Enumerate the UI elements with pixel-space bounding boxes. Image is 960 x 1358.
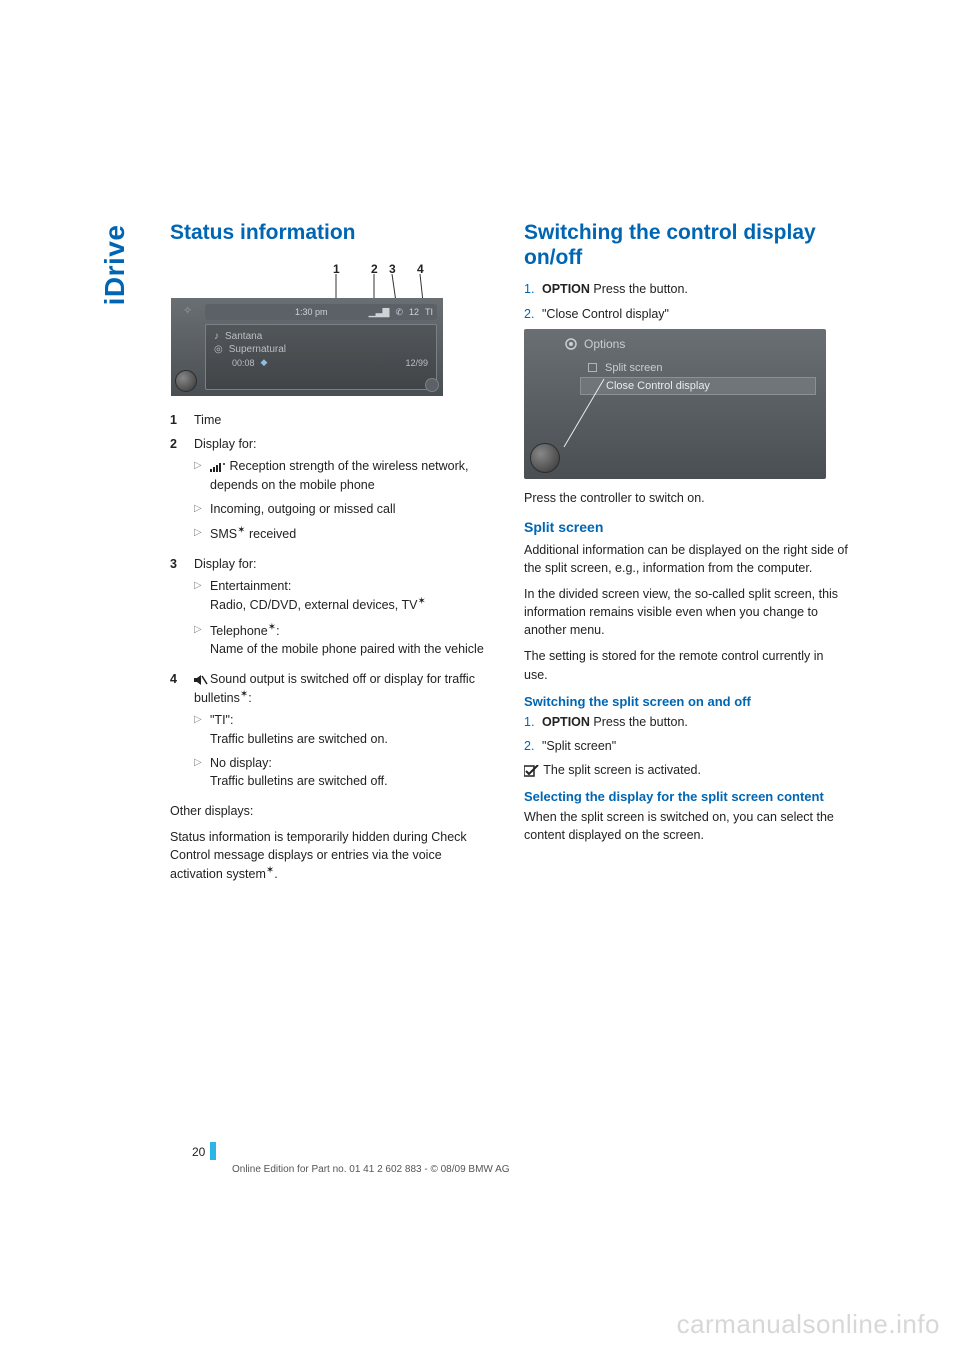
screenshot-status-bar: 1 2 3 4 ✧ 1:30 pm ▁▃▇ ✆ bbox=[170, 255, 444, 397]
edition-line: Online Edition for Part no. 01 41 2 602 … bbox=[232, 1164, 510, 1175]
sub-2c: SMS✶ received bbox=[210, 524, 496, 543]
split-p3: The setting is stored for the remote con… bbox=[524, 647, 850, 683]
other-displays-label: Other displays: bbox=[170, 802, 496, 820]
checkbox-checked-icon bbox=[524, 765, 540, 777]
status-time: 1:30 pm bbox=[295, 307, 328, 317]
watermark: carmanualsonline.info bbox=[677, 1309, 940, 1340]
after-shot-text: Press the controller to switch on. bbox=[524, 489, 850, 507]
step-text: "Close Control display" bbox=[542, 305, 669, 323]
heading-select-content: Selecting the display for the split scre… bbox=[524, 789, 850, 804]
tab-icon: ✧ bbox=[183, 304, 199, 320]
steps-split-onoff: 1.OPTION Press the button. 2."Split scre… bbox=[524, 713, 850, 755]
media-artist: Santana bbox=[225, 331, 262, 342]
media-panel: ♪Santana ◎Supernatural 00:08 ◆ 12/99 bbox=[205, 324, 437, 390]
sub-2a: Reception strength of the wireless netwo… bbox=[210, 457, 496, 493]
mute-icon bbox=[194, 674, 208, 686]
screenshot-options-menu: Options Split screen Close Control displ… bbox=[524, 329, 826, 479]
sub-2b: Incoming, outgoing or missed call bbox=[210, 500, 496, 518]
heading-switching: Switching the control display on/off bbox=[524, 220, 850, 270]
left-column: Status information 1 2 3 4 ✧ 1 bbox=[170, 220, 496, 892]
status-misc1: 12 bbox=[409, 307, 419, 317]
bullet-icon: ▷ bbox=[194, 577, 210, 614]
corner-icon bbox=[425, 378, 439, 392]
media-time: 00:08 bbox=[232, 358, 255, 368]
media-count: 12/99 bbox=[405, 358, 428, 368]
bullet-icon: ▷ bbox=[194, 621, 210, 658]
def-num-4: 4 bbox=[170, 670, 194, 796]
select-content-body: When the split screen is switched on, yo… bbox=[524, 808, 850, 844]
def-text-1: Time bbox=[194, 411, 496, 429]
bullet-icon: ▷ bbox=[194, 711, 210, 747]
split-p2: In the divided screen view, the so-calle… bbox=[524, 585, 850, 639]
leader-line bbox=[554, 377, 614, 457]
step-num: 1. bbox=[524, 280, 542, 298]
bullet-icon: ▷ bbox=[194, 457, 210, 493]
page-number-bar bbox=[210, 1142, 216, 1160]
gear-icon bbox=[564, 337, 578, 351]
steps-close-display: 1.OPTION Press the button. 2."Close Cont… bbox=[524, 280, 850, 322]
step-text: OPTION Press the button. bbox=[542, 713, 688, 731]
bullet-icon: ▷ bbox=[194, 754, 210, 790]
sub-4b: No display: Traffic bulletins are switch… bbox=[210, 754, 496, 790]
step-text: OPTION Press the button. bbox=[542, 280, 688, 298]
options-header: Options bbox=[564, 337, 625, 351]
right-column: Switching the control display on/off 1.O… bbox=[524, 220, 850, 892]
def-num-3: 3 bbox=[170, 555, 194, 664]
step-text: "Split screen" bbox=[542, 737, 616, 755]
step-num: 2. bbox=[524, 305, 542, 323]
definition-list: 1 Time 2 Display for: ▷ Reception streng bbox=[170, 411, 496, 796]
def-text-3: Display for: bbox=[194, 555, 496, 573]
sub-4a: "TI": Traffic bulletins are switched on. bbox=[210, 711, 496, 747]
media-track: Supernatural bbox=[229, 344, 286, 355]
bullet-icon: ▷ bbox=[194, 500, 210, 518]
def-text-2: Display for: bbox=[194, 435, 496, 453]
heading-split-screen: Split screen bbox=[524, 519, 850, 535]
step-num: 2. bbox=[524, 737, 542, 755]
controller-knob-icon bbox=[175, 370, 197, 392]
controller-knob-icon bbox=[530, 443, 560, 473]
status-ti: TI bbox=[425, 307, 433, 317]
def-num-2: 2 bbox=[170, 435, 194, 549]
other-displays-body: Status information is temporarily hidden… bbox=[170, 828, 496, 884]
step-num: 1. bbox=[524, 713, 542, 731]
section-title-sidebar: iDrive bbox=[99, 225, 131, 306]
sub-3b: Telephone✶: Name of the mobile phone pai… bbox=[210, 621, 496, 658]
def-text-4: Sound output is switched off or display … bbox=[194, 670, 496, 707]
page-number: 20 bbox=[192, 1145, 205, 1159]
status-bar: 1:30 pm ▁▃▇ ✆ 12 TI bbox=[205, 304, 437, 320]
page-content: Status information 1 2 3 4 ✧ 1 bbox=[170, 220, 850, 892]
signal-icon bbox=[210, 462, 226, 472]
heading-status-info: Status information bbox=[170, 220, 496, 245]
def-num-1: 1 bbox=[170, 411, 194, 429]
split-p1: Additional information can be displayed … bbox=[524, 541, 850, 577]
menu-item-split-screen: Split screen bbox=[580, 359, 816, 377]
menu-item-close-display: Close Control display bbox=[580, 377, 816, 395]
person-icon: ♪ bbox=[214, 331, 219, 342]
status-signal: ▁▃▇ bbox=[369, 307, 390, 318]
bullet-icon: ▷ bbox=[194, 524, 210, 543]
check-line: The split screen is activated. bbox=[524, 761, 850, 779]
disc-icon: ◎ bbox=[214, 344, 223, 355]
status-phone: ✆ bbox=[395, 307, 403, 318]
sub-3a: Entertainment: Radio, CD/DVD, external d… bbox=[210, 577, 496, 614]
heading-split-onoff: Switching the split screen on and off bbox=[524, 694, 850, 709]
